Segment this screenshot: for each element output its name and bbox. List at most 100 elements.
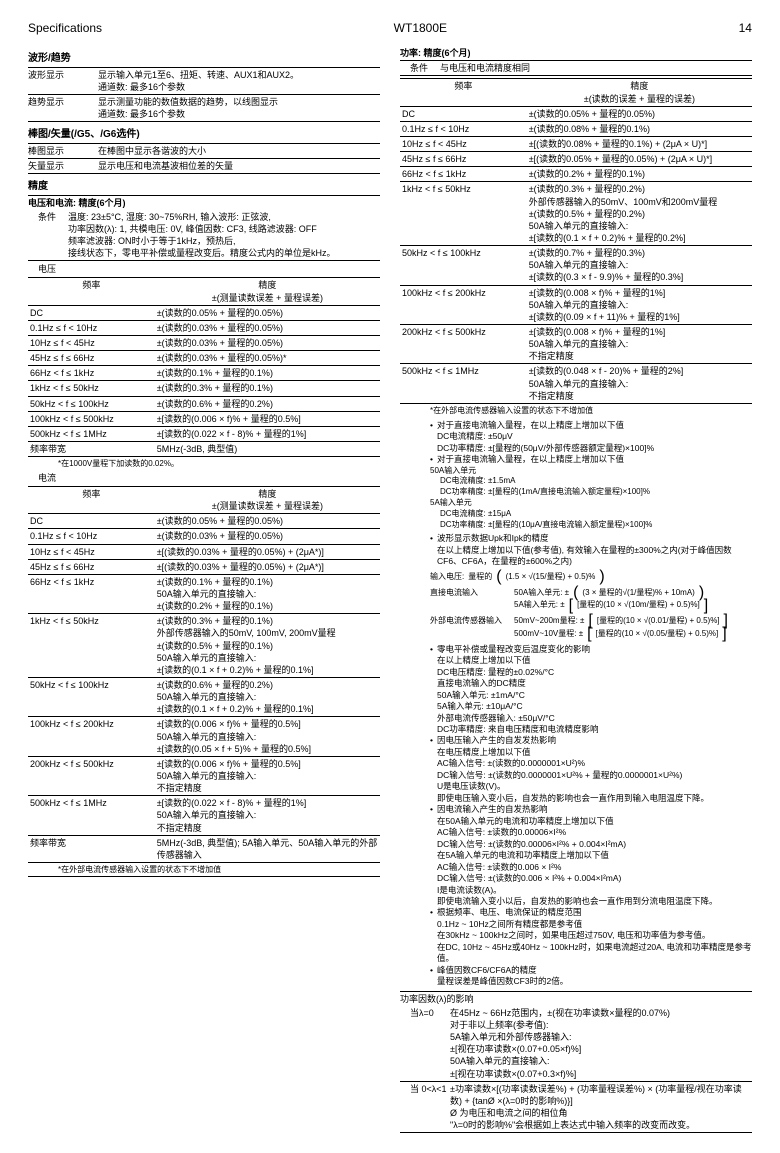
current-table: 频率 精度 ±(测量读数误差 + 量程误差) DC±(读数的0.05% + 量程… xyxy=(28,486,380,863)
ext500-v: [量程的(10 × √(0.05/量程) + 0.5)%] xyxy=(596,629,719,640)
acc-cell: ±(读数的0.03% + 量程的0.05%)* xyxy=(155,351,380,366)
acc-cell: ±(读数的0.05% + 量程的0.05%) xyxy=(155,514,380,529)
bullets2: 零电平补偿或量程改变后温度变化的影响 在以上精度上增加以下值 DC电压精度: 量… xyxy=(400,644,752,988)
acc-cell: ±(读数的0.03% + 量程的0.05%) xyxy=(155,335,380,350)
acc-cell: ±(读数的0.05% + 量程的0.05%) xyxy=(155,305,380,320)
freq-cell: 频率带宽 xyxy=(28,835,155,862)
freq-cell: 45Hz ≤ f ≤ 66Hz xyxy=(28,351,155,366)
bullet-text: 峰值因数CF6/CF6A的精度 量程误差是峰值因数CF3时的2倍。 xyxy=(437,965,568,988)
bullet-text: 因电流输入产生的自发热影响 在50A输入单元的电流和功率精度上增加以下值 AC输… xyxy=(437,804,718,907)
freq-cell: 45Hz ≤ f ≤ 66Hz xyxy=(28,559,155,574)
left-column: 波形/趋势 波形显示显示输入单元1至6、扭矩、转速、AUX1和AUX2。 通道数… xyxy=(28,46,380,1133)
freq-cell: 200kHz < f ≤ 500kHz xyxy=(28,756,155,795)
five-a-block: 5A输入单元 DC电流精度: ±15μADC功率精度: ±[量程的(10μA/直… xyxy=(400,498,752,530)
acc-cell: ±(读数的0.05% + 量程的0.05%) xyxy=(527,106,752,121)
fifty-a-block: 50A输入单元 DC电流精度: ±1.5mADC功率精度: ±[量程的(1mA/… xyxy=(400,466,752,498)
pcond-label: 条件 xyxy=(400,62,440,74)
power-body: DC±(读数的0.05% + 量程的0.05%)0.1Hz ≤ f < 10Hz… xyxy=(400,106,752,403)
acc-cell: ±(读数的0.6% + 量程的0.2%) 50A输入单元的直接输入: ±[读数的… xyxy=(155,677,380,716)
freq-cell: DC xyxy=(400,106,527,121)
freq-cell: 50kHz < f ≤ 100kHz xyxy=(400,246,527,285)
freq-cell: 500kHz < f ≤ 1MHz xyxy=(400,364,527,403)
ext50-l: 50mV~200m量程: ± xyxy=(514,616,584,627)
voltage-label: 电压 xyxy=(28,263,380,275)
fifty-a-title: 50A输入单元 xyxy=(430,466,752,477)
acc-cell: ±(读数的0.1% + 量程的0.1%) xyxy=(155,366,380,381)
page-header: Specifications WT1800E 14 xyxy=(28,20,752,36)
acc-cell: ±[读数的(0.048 × f - 20)% + 量程的2%] 50A输入单元的… xyxy=(527,364,752,403)
current-label: 电流 xyxy=(28,472,380,484)
power-note: *在外部电流传感器输入设置的状态下不增加值 xyxy=(400,406,752,417)
chead-a: 精度 ±(测量读数误差 + 量程误差) xyxy=(155,487,380,514)
acc-cell: ±[(读数的0.05% + 量程的0.05%) + (2μA × U)*] xyxy=(527,152,752,167)
fifty-a-lines: DC电流精度: ±1.5mADC功率精度: ±[量程的(1mA/直接电流输入额定… xyxy=(430,476,752,498)
vu-heading: 电压和电流: 精度(6个月) xyxy=(28,196,380,210)
freq-cell: 100kHz < f ≤ 200kHz xyxy=(400,285,527,324)
dcur50-l: 50A输入单元: ± xyxy=(514,588,569,599)
bullet-text: 根据频率、电压、电流保证的精度范围 0.1Hz ~ 10Hz之间所有精度都是参考… xyxy=(437,907,752,964)
five-a-title: 5A输入单元 xyxy=(430,498,752,509)
acc-cell: ±(读数的0.03% + 量程的0.05%) xyxy=(155,529,380,544)
freq-cell: 100kHz < f ≤ 500kHz xyxy=(28,411,155,426)
acc-cell: ±[读数的(0.006 × f)% + 量程的0.5%] 50A输入单元的直接输… xyxy=(155,717,380,756)
freq-cell: 10Hz ≤ f < 45Hz xyxy=(28,544,155,559)
chead-f: 频率 xyxy=(28,487,155,514)
pcond-val: 与电压和电流精度相同 xyxy=(440,62,752,74)
acc-cell: ±(读数的0.3% + 量程的0.2%) 外部传感器输入的50mV、100mV和… xyxy=(527,182,752,246)
bullet-text: 对于直接电流输入量程，在以上精度上增加以下值 xyxy=(437,454,624,465)
formula-block: 输入电压: 量程的 ((1.5 × √(15/量程) + 0.5)%) 直接电流… xyxy=(400,571,752,641)
kv-value: 显示测量功能的数值数据的趋势，以线图显示 通道数: 最多16个参数 xyxy=(98,96,380,120)
pf-rows: 当λ=0在45Hz ~ 66Hz范围内，±(视在功率读数×量程的0.07%) 对… xyxy=(400,1006,752,1133)
voltage-note: *在1000V量程下加读数的0.02%。 xyxy=(28,459,380,470)
ext50-v: [量程的(10 × √(0.01/量程) + 0.5)%] xyxy=(597,616,720,627)
pf-label: 当λ=0 xyxy=(400,1007,450,1080)
acc-cell: ±(读数的0.7% + 量程的0.3%) 50A输入单元的直接输入: ±[读数的… xyxy=(527,246,752,285)
dcur50-v: (3 × 量程的√(1/量程)% + 10mA) xyxy=(582,588,694,599)
cond-lines: 温度: 23±5°C, 湿度: 30~75%RH, 输入波形: 正弦波,功率因数… xyxy=(68,211,380,260)
kv-value: 在棒图中显示各谐波的大小 xyxy=(98,145,380,157)
freq-cell: DC xyxy=(28,514,155,529)
power-title: 功率: 精度(6个月) xyxy=(400,46,752,61)
ext-label: 外部电流传感器输入 xyxy=(430,616,510,627)
vin-inner: 量程的 xyxy=(468,572,492,583)
bullet-text: 零电平补偿或量程改变后温度变化的影响 在以上精度上增加以下值 DC电压精度: 量… xyxy=(437,644,599,736)
kv-label: 棒图显示 xyxy=(28,145,98,157)
current-note: *在外部电流传感器输入设置的状态下不增加值 xyxy=(28,865,380,877)
freq-cell: 1kHz < f ≤ 50kHz xyxy=(28,614,155,678)
acc-cell: ±(读数的0.03% + 量程的0.05%) xyxy=(155,320,380,335)
acc-cell: ±[读数的(0.022 × f - 8)% + 量程的1%] xyxy=(155,426,380,441)
acc-cell: ±(读数的0.6% + 量程的0.2%) xyxy=(155,396,380,411)
freq-cell: 1kHz < f ≤ 50kHz xyxy=(28,381,155,396)
pf-label: 当 0<λ<1 xyxy=(400,1083,450,1132)
freq-cell: 1kHz < f ≤ 50kHz xyxy=(400,182,527,246)
five-a-lines: DC电流精度: ±15μADC功率精度: ±[量程的(10μA/直接电流输入额定… xyxy=(430,509,752,531)
wave-bullet: 波形显示数据Upk和Ipk的精度 在以上精度上增加以下值(参考值), 有效输入在… xyxy=(437,533,752,567)
dcur5-v: [量程的(10 × √(10m/量程) + 0.5)%] xyxy=(577,600,700,611)
header-right: 14 xyxy=(739,20,752,36)
accuracy-title: 精度 xyxy=(28,178,380,196)
freq-cell: 10Hz ≤ f < 45Hz xyxy=(400,137,527,152)
vhead-f: 频率 xyxy=(28,278,155,305)
waveform-title: 波形/趋势 xyxy=(28,50,380,68)
freq-cell: DC xyxy=(28,305,155,320)
freq-cell: 100kHz < f ≤ 200kHz xyxy=(28,717,155,756)
kv-label: 波形显示 xyxy=(28,69,98,93)
freq-cell: 0.1Hz ≤ f < 10Hz xyxy=(400,121,527,136)
current-body: DC±(读数的0.05% + 量程的0.05%)0.1Hz ≤ f < 10Hz… xyxy=(28,514,380,863)
acc-cell: ±[读数的(0.008 × f)% + 量程的1%] 50A输入单元的直接输入:… xyxy=(527,325,752,364)
vhead-a: 精度 ±(测量读数误差 + 量程误差) xyxy=(155,278,380,305)
right-column: 功率: 精度(6个月) 条件 与电压和电流精度相同 频率 精度 ±(读数的误差 … xyxy=(400,46,752,1133)
freq-cell: 500kHz < f ≤ 1MHz xyxy=(28,796,155,835)
cond-label: 条件 xyxy=(28,211,68,260)
bullet-text: 因电压输入产生的自发发热影响 在电压精度上增加以下值 AC输入信号: ±(读数的… xyxy=(437,735,709,804)
freq-cell: 45Hz ≤ f ≤ 66Hz xyxy=(400,152,527,167)
phead-a: 精度 ±(读数的误差 + 量程的误差) xyxy=(527,79,752,106)
freq-cell: 200kHz < f ≤ 500kHz xyxy=(400,325,527,364)
power-table: 频率 精度 ±(读数的误差 + 量程的误差) DC±(读数的0.05% + 量程… xyxy=(400,78,752,403)
acc-cell: ±(读数的0.3% + 量程的0.1%) xyxy=(155,381,380,396)
freq-cell: 50kHz < f ≤ 100kHz xyxy=(28,677,155,716)
acc-cell: ±[读数的(0.008 × f)% + 量程的1%] 50A输入单元的直接输入:… xyxy=(527,285,752,324)
header-center: WT1800E xyxy=(394,20,447,36)
bullet-text: 对于直接电流输入量程，在以上精度上增加以下值 DC电流精度: ±50μV DC功… xyxy=(437,420,654,454)
kv-label: 趋势显示 xyxy=(28,96,98,120)
